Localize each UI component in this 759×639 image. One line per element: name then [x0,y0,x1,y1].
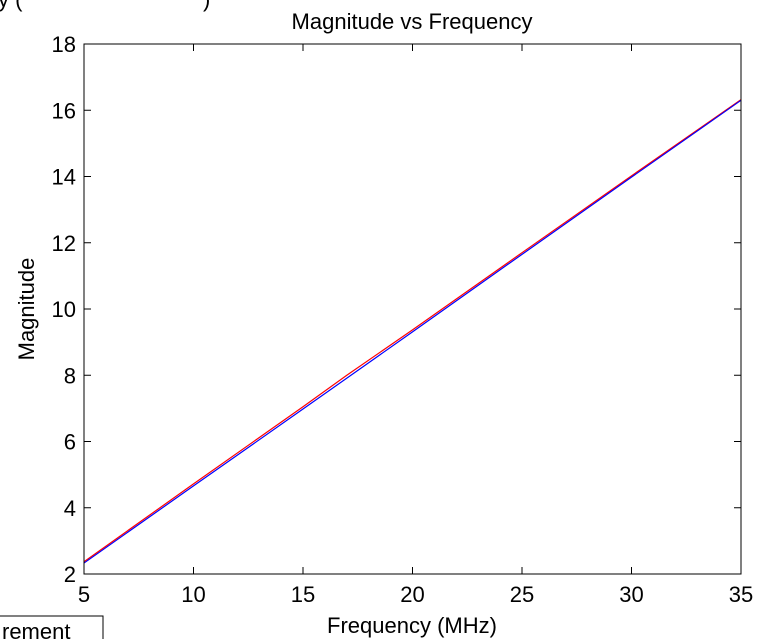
x-tick-label: 10 [181,582,205,607]
y-tick-label: 4 [64,496,76,521]
y-tick-label: 12 [52,231,76,256]
clipped-bottom-left-text: rement [2,619,70,639]
x-tick-label: 15 [291,582,315,607]
clipped-legend-box [0,615,104,639]
x-tick-label: 5 [78,582,90,607]
y-tick-label: 18 [52,32,76,57]
plot-area [84,44,741,574]
y-tick-label: 14 [52,165,76,190]
tick-labels: 5 10 15 20 25 30 35 2 4 6 8 10 12 14 16 18 [52,32,754,607]
series-line-blue [83,99,742,564]
x-tick-label: 25 [510,582,534,607]
y-tick-label: 16 [52,98,76,123]
clipped-top-right-text: ) [203,0,210,12]
series-line-red [83,99,742,563]
clipped-top-left-text: y ( [0,0,23,12]
x-tick-label: 20 [400,582,424,607]
y-tick-label: 10 [52,297,76,322]
x-tick-label: 35 [729,582,753,607]
y-tick-label: 8 [64,363,76,388]
axes-frame [83,43,742,575]
series-lines [83,99,742,564]
y-axis-label: Magnitude [14,258,39,361]
y-tick-label: 6 [64,430,76,455]
x-tick-label: 30 [619,582,643,607]
chart-title: Magnitude vs Frequency [292,9,533,34]
y-tick-label: 2 [64,562,76,587]
x-axis-label: Frequency (MHz) [327,613,497,638]
